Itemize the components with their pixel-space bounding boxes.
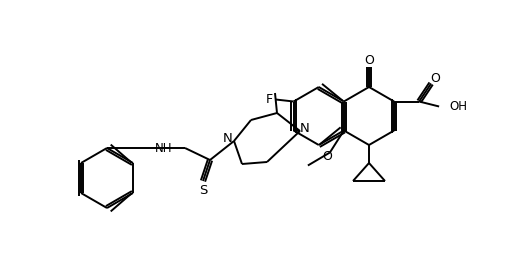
Text: O: O	[322, 150, 332, 163]
Text: O: O	[430, 72, 440, 85]
Text: O: O	[364, 55, 374, 68]
Text: NH: NH	[155, 141, 172, 154]
Text: F: F	[266, 93, 273, 106]
Text: OH: OH	[449, 100, 467, 113]
Text: N: N	[223, 133, 233, 146]
Text: S: S	[199, 183, 207, 197]
Text: N: N	[300, 122, 310, 135]
